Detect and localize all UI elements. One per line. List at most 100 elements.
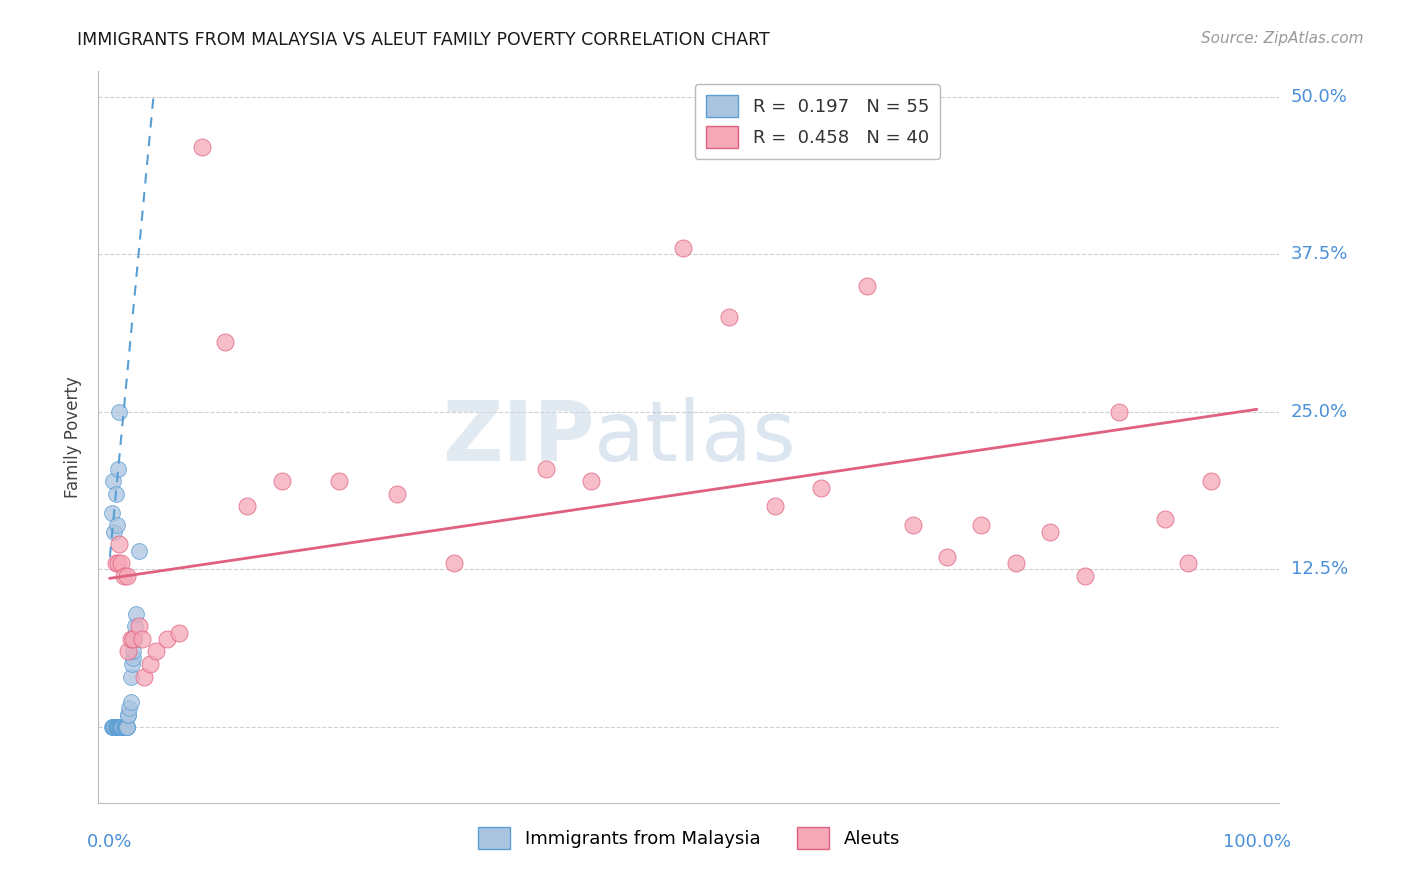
Point xyxy=(810,481,832,495)
Point xyxy=(901,518,924,533)
Point xyxy=(103,720,125,734)
Point xyxy=(107,720,129,734)
Point xyxy=(970,518,993,533)
Point xyxy=(117,707,139,722)
Point xyxy=(117,707,139,722)
Point xyxy=(108,720,131,734)
Point xyxy=(103,524,125,539)
Point xyxy=(107,461,129,475)
Point xyxy=(118,701,141,715)
Point xyxy=(120,670,142,684)
Point xyxy=(112,569,135,583)
Text: Source: ZipAtlas.com: Source: ZipAtlas.com xyxy=(1201,31,1364,46)
Point xyxy=(111,720,134,734)
Point xyxy=(103,720,125,734)
Point xyxy=(214,335,236,350)
Point xyxy=(763,500,786,514)
Point xyxy=(935,549,957,564)
Point xyxy=(105,518,128,533)
Point xyxy=(1177,556,1199,570)
Point xyxy=(115,720,138,734)
Point xyxy=(115,720,138,734)
Point xyxy=(108,537,131,551)
Point xyxy=(581,474,603,488)
Point xyxy=(718,310,741,325)
Point xyxy=(110,720,132,734)
Point xyxy=(105,720,128,734)
Point xyxy=(110,720,132,734)
Point xyxy=(108,720,131,734)
Point xyxy=(103,720,125,734)
Point xyxy=(107,720,129,734)
Point xyxy=(115,720,138,734)
Text: 25.0%: 25.0% xyxy=(1291,403,1348,421)
Point xyxy=(120,695,142,709)
Point xyxy=(145,644,167,658)
Text: IMMIGRANTS FROM MALAYSIA VS ALEUT FAMILY POVERTY CORRELATION CHART: IMMIGRANTS FROM MALAYSIA VS ALEUT FAMILY… xyxy=(77,31,770,49)
Point xyxy=(385,487,408,501)
Point xyxy=(534,461,557,475)
Point xyxy=(117,644,139,658)
Point xyxy=(1199,474,1222,488)
Point xyxy=(121,657,143,671)
Text: 12.5%: 12.5% xyxy=(1291,560,1348,579)
Point xyxy=(125,607,148,621)
Point xyxy=(108,720,131,734)
Point xyxy=(115,720,138,734)
Point xyxy=(103,720,125,734)
Point xyxy=(108,720,131,734)
Point xyxy=(128,543,150,558)
Point xyxy=(104,556,127,570)
Point xyxy=(328,474,350,488)
Point xyxy=(236,500,259,514)
Point xyxy=(1108,405,1130,419)
Point xyxy=(105,720,128,734)
Point xyxy=(115,720,138,734)
Point xyxy=(112,720,135,734)
Y-axis label: Family Poverty: Family Poverty xyxy=(65,376,83,498)
Text: ZIP: ZIP xyxy=(441,397,595,477)
Point xyxy=(104,720,127,734)
Point xyxy=(104,720,127,734)
Point xyxy=(120,632,142,646)
Point xyxy=(1039,524,1062,539)
Point xyxy=(139,657,162,671)
Point xyxy=(121,650,143,665)
Point xyxy=(672,241,695,255)
Point xyxy=(167,625,190,640)
Text: 100.0%: 100.0% xyxy=(1223,833,1291,851)
Point xyxy=(111,720,134,734)
Point xyxy=(114,720,136,734)
Point xyxy=(128,619,150,633)
Point xyxy=(156,632,179,646)
Point xyxy=(121,632,143,646)
Point xyxy=(108,720,131,734)
Text: 0.0%: 0.0% xyxy=(87,833,132,851)
Point xyxy=(1004,556,1026,570)
Point xyxy=(112,720,135,734)
Point xyxy=(121,644,143,658)
Text: 50.0%: 50.0% xyxy=(1291,87,1347,105)
Point xyxy=(190,140,212,154)
Point xyxy=(114,720,136,734)
Point xyxy=(134,670,156,684)
Point xyxy=(1153,512,1175,526)
Point xyxy=(107,556,129,570)
Point xyxy=(108,405,131,419)
Point xyxy=(122,632,145,646)
Point xyxy=(107,720,129,734)
Point xyxy=(270,474,292,488)
Legend: Immigrants from Malaysia, Aleuts: Immigrants from Malaysia, Aleuts xyxy=(471,820,907,856)
Point xyxy=(131,632,153,646)
Point xyxy=(108,720,131,734)
Point xyxy=(103,474,125,488)
Point xyxy=(110,720,132,734)
Point xyxy=(101,506,124,520)
Point xyxy=(124,619,146,633)
Point xyxy=(104,487,127,501)
Point xyxy=(111,720,134,734)
Point xyxy=(108,720,131,734)
Text: 37.5%: 37.5% xyxy=(1291,245,1348,263)
Point xyxy=(105,720,128,734)
Text: atlas: atlas xyxy=(595,397,796,477)
